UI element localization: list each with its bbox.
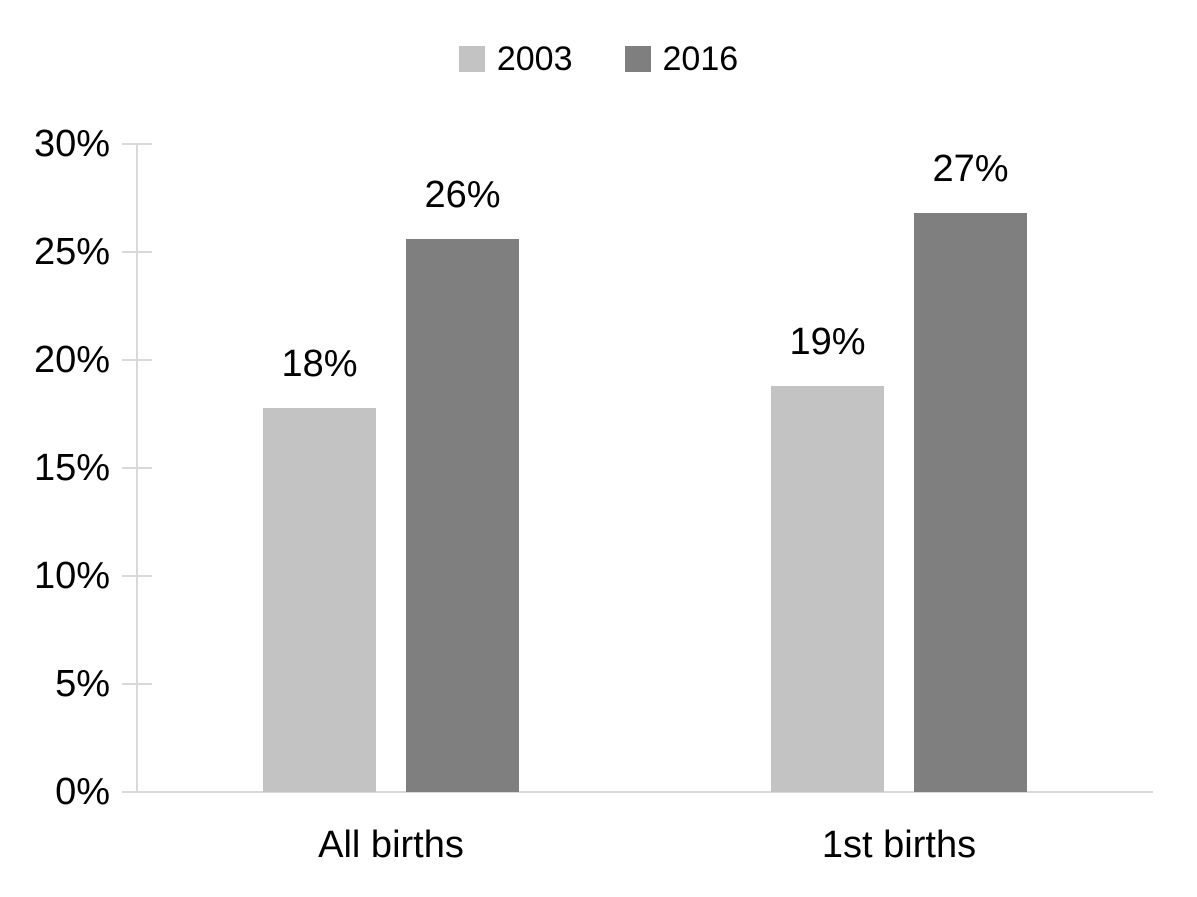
- bar-value-label: 18%: [281, 342, 358, 385]
- y-tick-label: 25%: [33, 231, 110, 273]
- y-tick-label: 10%: [33, 555, 110, 597]
- category-label-1st-births: 1st births: [821, 824, 977, 866]
- legend-swatch-2016-icon: [624, 46, 651, 72]
- y-tick-label: 20%: [33, 339, 110, 381]
- y-tick-label: 15%: [33, 447, 110, 489]
- y-axis-tick: [122, 467, 152, 469]
- y-axis-tick: [122, 575, 152, 577]
- bar-2003-all-births: [263, 407, 376, 792]
- bar-2016-1st-births: [914, 213, 1027, 792]
- bar-value-label: 26%: [424, 174, 501, 217]
- y-axis-tick: [122, 359, 152, 361]
- y-axis-tick: [122, 791, 152, 793]
- legend-swatch-2003-icon: [458, 46, 485, 72]
- bar-2003-1st-births: [771, 385, 884, 792]
- bar-2016-all-births: [406, 239, 519, 792]
- y-axis-tick: [122, 143, 152, 145]
- legend-label-2016: 2016: [662, 40, 739, 78]
- legend-item-2016: 2016: [624, 40, 739, 78]
- chart-legend: 2003 2016: [0, 42, 1197, 76]
- y-tick-label: 5%: [55, 663, 110, 705]
- legend-label-2003: 2003: [496, 40, 573, 78]
- category-label-all-births: All births: [318, 824, 464, 866]
- y-tick-label: 0%: [55, 771, 110, 813]
- legend-item-2003: 2003: [458, 40, 573, 78]
- y-axis-tick: [122, 251, 152, 253]
- y-tick-label: 30%: [33, 123, 110, 165]
- bar-value-label: 27%: [932, 148, 1009, 191]
- y-axis-tick: [122, 683, 152, 685]
- bar-value-label: 19%: [789, 320, 866, 363]
- x-axis-line: [122, 791, 1153, 793]
